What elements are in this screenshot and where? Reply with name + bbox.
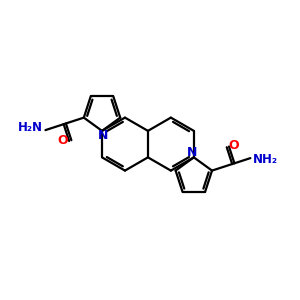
Text: O: O bbox=[57, 134, 68, 148]
Text: H₂N: H₂N bbox=[18, 121, 43, 134]
Text: O: O bbox=[228, 139, 239, 152]
Text: N: N bbox=[98, 129, 109, 142]
Text: N: N bbox=[187, 146, 197, 159]
Text: NH₂: NH₂ bbox=[253, 153, 278, 166]
